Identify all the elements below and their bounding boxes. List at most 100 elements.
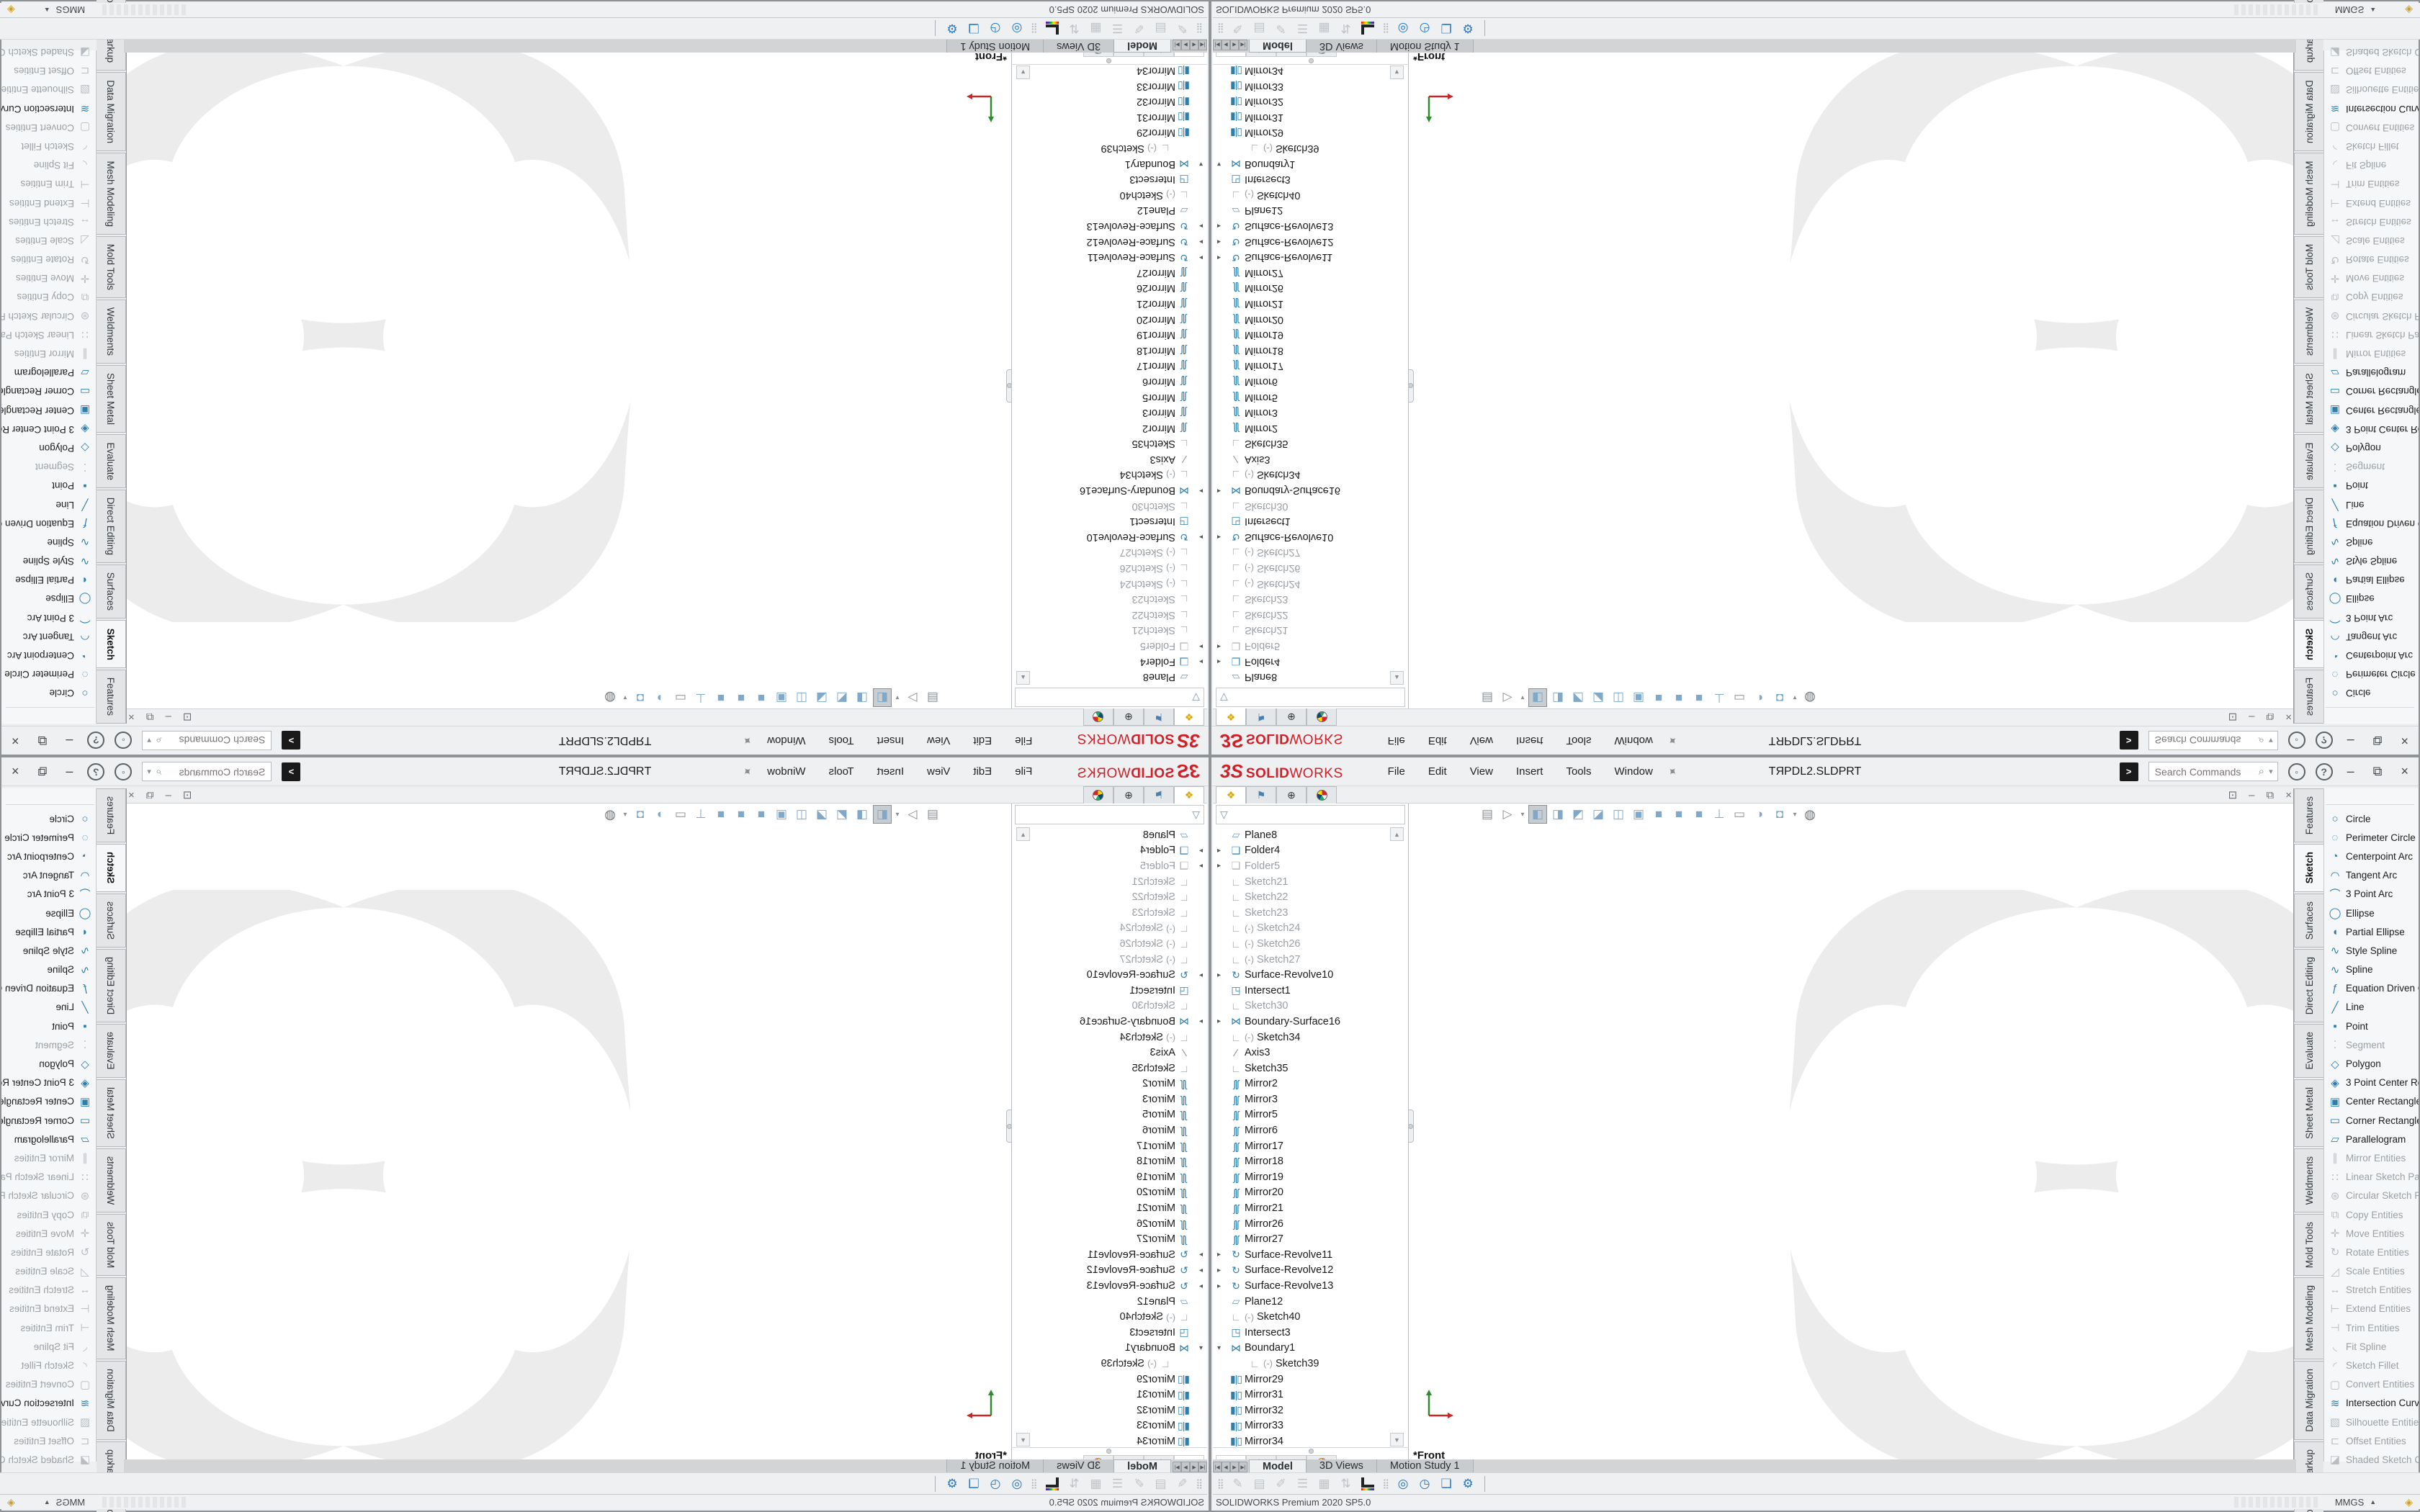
expand-arrow-icon[interactable]: ▸: [1217, 657, 1222, 666]
configurationmanager-tab[interactable]: ⊕: [1113, 786, 1144, 804]
tool-tangent-arc[interactable]: ◠ Tangent Arc: [2324, 866, 2419, 885]
tool-mirror-entities[interactable]: ∥ Mirror Entities: [2324, 344, 2419, 363]
featuremanager-tab[interactable]: ❖: [1216, 708, 1246, 726]
configurationmanager-tab[interactable]: ⊕: [1113, 708, 1144, 726]
save-icon[interactable]: ▤: [926, 807, 939, 821]
tree-item-mirror3[interactable]: ʃ|ʃ Mirror3: [1028, 1092, 1207, 1107]
help-icon[interactable]: ?: [2315, 732, 2333, 750]
tool-sketch-fillet[interactable]: ◜ Sketch Fillet: [1, 137, 96, 156]
pin-icon[interactable]: ✦: [1664, 764, 1680, 780]
tool-convert-entities[interactable]: ▢ Convert Entities: [1, 1375, 96, 1394]
normal-to-icon[interactable]: ⊥: [695, 691, 707, 705]
bottom-view-icon[interactable]: ▣: [1632, 807, 1645, 821]
tool-linear-sketch-pattern[interactable]: ∷ Linear Sketch Pattern: [2324, 325, 2419, 344]
tree-item-sketch35[interactable]: ∟ Sketch35: [1213, 436, 1392, 452]
cm-tab-data-migration[interactable]: Data Migration: [2294, 1360, 2323, 1440]
macro-icon[interactable]: ▷: [908, 807, 918, 821]
search-icon[interactable]: ⌕: [2258, 765, 2265, 778]
eraser-pen-icon[interactable]: ✐: [1134, 22, 1144, 36]
expand-arrow-icon[interactable]: ▸: [1217, 862, 1222, 870]
tool-ellipse[interactable]: ◯ Ellipse: [1, 590, 96, 608]
trimetric-view-icon[interactable]: ■: [1695, 691, 1703, 705]
tool-line[interactable]: ╱ Line: [1, 998, 96, 1017]
tree-item-surface-revolve13[interactable]: ▸ ↻ Surface-Revolve13: [1213, 218, 1392, 234]
folder-check-icon[interactable]: ❏: [1440, 22, 1452, 36]
front-view-icon[interactable]: ◧: [873, 805, 892, 824]
tree-item-sketch39[interactable]: ∟ (-) Sketch39: [1213, 1356, 1392, 1372]
tree-item-sketch22[interactable]: ∟ Sketch22: [1213, 889, 1392, 905]
doc-restore-icon[interactable]: ⊡: [2228, 711, 2238, 723]
tree-item-mirror26[interactable]: ʃ|ʃ Mirror26: [1028, 281, 1207, 297]
tool-centerpoint-arc[interactable]: ◔ Centerpoint Arc: [2324, 646, 2419, 665]
tool-shaded-sketch-cont-[interactable]: ◪ Shaded Sketch Cont...: [2324, 42, 2419, 61]
tree-item-mirror6[interactable]: ʃ|ʃ Mirror6: [1213, 374, 1392, 390]
tool-extend-entities[interactable]: ⊢ Extend Entities: [1, 1300, 96, 1318]
update-view-icon[interactable]: ▭: [674, 691, 687, 705]
tool-scale-entities[interactable]: ◿ Scale Entities: [1, 1262, 96, 1281]
tree-item-surface-revolve10[interactable]: ▸ ↻ Surface-Revolve10: [1028, 529, 1207, 545]
tool-move-entities[interactable]: ✛ Move Entities: [1, 1224, 96, 1243]
doc-tab-model[interactable]: Model: [1113, 40, 1171, 53]
unit-system-caret-icon[interactable]: ▲: [43, 1498, 50, 1506]
table-grid-icon[interactable]: ▦: [1090, 1476, 1102, 1490]
tool-scale-entities[interactable]: ◿ Scale Entities: [2324, 231, 2419, 250]
cm-tab-features[interactable]: Features: [2294, 788, 2323, 843]
tree-item-sketch21[interactable]: ∟ Sketch21: [1028, 874, 1207, 890]
help-icon[interactable]: ?: [2315, 762, 2333, 780]
markup-pencil-icon[interactable]: ✎: [1232, 1476, 1243, 1490]
tree-item-sketch40[interactable]: ∟ (-) Sketch40: [1213, 187, 1392, 203]
tree-item-axis3[interactable]: ∕ Axis3: [1028, 1045, 1207, 1061]
cm-tab-sheet-metal[interactable]: Sheet Metal: [2294, 365, 2323, 433]
tree-item-boundary-surface16[interactable]: ▸ ⋈ Boundary-Surface16: [1028, 1014, 1207, 1030]
tree-item-mirror6[interactable]: ʃ|ʃ Mirror6: [1213, 1122, 1392, 1138]
tool-linear-sketch-pattern[interactable]: ∷ Linear Sketch Pattern: [2324, 1168, 2419, 1187]
sheets-icon[interactable]: ▤: [1253, 22, 1265, 36]
tool-linear-sketch-pattern[interactable]: ∷ Linear Sketch Pattern: [1, 1168, 96, 1187]
tool-spline[interactable]: ∿ Spline: [2324, 533, 2419, 552]
tree-item-boundary1[interactable]: ▾ ⋈ Boundary1: [1213, 1341, 1392, 1356]
graphics-viewport[interactable]: ▤ ▷ ▾ ◧ ◨ ◩ ◪ ◫ ▣ ■ ■ ■ ⊥ ▭ ◑ ◘ ▾ ◍: [124, 50, 1011, 708]
macro-icon[interactable]: ▷: [908, 691, 918, 705]
tool-offset-entities[interactable]: ⊏ Offset Entities: [1, 1431, 96, 1450]
eraser-pen-icon[interactable]: ✐: [1134, 1476, 1144, 1490]
pin-icon[interactable]: ✦: [1664, 732, 1680, 748]
tree-vertical-scrollbar[interactable]: ▲ ▼: [1016, 827, 1030, 1446]
cm-tab-mesh-modeling[interactable]: Mesh Modeling: [97, 153, 126, 235]
doc-tab-motion-study-1[interactable]: Motion Study 1: [946, 1459, 1044, 1472]
tool-point[interactable]: ▪ Point: [2324, 1017, 2419, 1035]
tree-item-boundary-surface16[interactable]: ▸ ⋈ Boundary-Surface16: [1213, 482, 1392, 498]
menu-edit[interactable]: Edit: [973, 734, 992, 747]
list-lines-icon[interactable]: ☰: [1296, 1476, 1309, 1490]
tree-item-mirror33[interactable]: ▮|▯ Mirror33: [1213, 78, 1392, 94]
tool-3-point-arc[interactable]: ⌒ 3 Point Arc: [1, 885, 96, 904]
settings-gear-icon[interactable]: ⚙: [1462, 22, 1474, 36]
tool-circle[interactable]: ○ Circle: [2324, 684, 2419, 703]
scroll-up-icon[interactable]: ▲: [1016, 671, 1030, 685]
tool-polygon[interactable]: ◇ Polygon: [1, 1054, 96, 1073]
front-view-icon[interactable]: ◧: [1528, 688, 1547, 707]
expand-arrow-icon[interactable]: ▸: [1198, 971, 1203, 979]
tool-fit-spline[interactable]: ◟ Fit Spline: [2324, 156, 2419, 175]
tree-item-mirror31[interactable]: ▮|▯ Mirror31: [1028, 109, 1207, 125]
tree-item-sketch34[interactable]: ∟ (-) Sketch34: [1213, 467, 1392, 483]
tree-item-mirror6[interactable]: ʃ|ʃ Mirror6: [1028, 374, 1207, 390]
doc-maximize-icon[interactable]: ⧉: [2266, 788, 2275, 801]
tree-item-plane12[interactable]: ▱ Plane12: [1213, 203, 1392, 219]
propertymanager-tab[interactable]: ⚑: [1144, 786, 1174, 804]
save-icon[interactable]: ▤: [1481, 807, 1494, 821]
tool-line[interactable]: ╱ Line: [2324, 998, 2419, 1017]
normal-to-icon[interactable]: ⊥: [1713, 691, 1725, 705]
normal-to-icon[interactable]: ⊥: [695, 807, 707, 821]
caret-down-icon[interactable]: ▾: [895, 693, 900, 702]
cm-tab-mold-tools[interactable]: Mold Tools: [97, 235, 126, 298]
tree-item-mirror3[interactable]: ʃ|ʃ Mirror3: [1213, 405, 1392, 420]
scale-ruler-icon[interactable]: [1041, 1475, 1063, 1493]
menu-edit[interactable]: Edit: [1428, 734, 1447, 747]
status-tag-icon[interactable]: ◈: [7, 1495, 15, 1508]
tree-item-mirror21[interactable]: ʃ|ʃ Mirror21: [1028, 296, 1207, 312]
front-view-icon[interactable]: ◧: [1528, 805, 1547, 824]
help-icon[interactable]: ?: [87, 732, 105, 750]
search-caret-icon[interactable]: ▾: [2269, 736, 2273, 744]
tool-polygon[interactable]: ◇ Polygon: [2324, 438, 2419, 457]
scroll-up-icon[interactable]: ▲: [1390, 671, 1404, 685]
